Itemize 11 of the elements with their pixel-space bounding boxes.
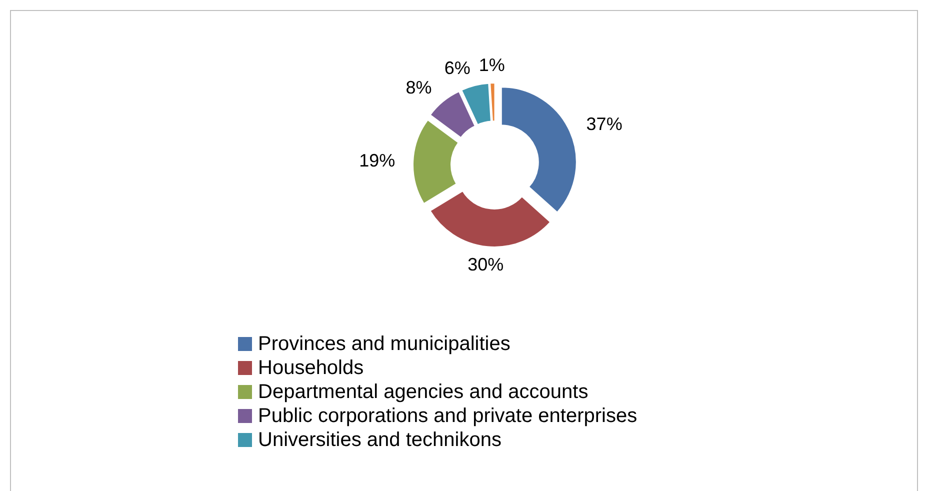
data-label: 19% [359, 150, 396, 170]
data-label: 30% [468, 254, 504, 275]
legend-label: Universities and technikons [258, 429, 502, 451]
legend-label: Provinces and municipalities [258, 333, 510, 355]
legend-label: Public corporations and private enterprises [258, 405, 638, 427]
data-label: 37% [586, 114, 622, 134]
legend-label: Households [258, 357, 364, 379]
legend-label: Departmental agencies and accounts [258, 381, 588, 403]
data-label: 8% [406, 78, 432, 98]
data-label: 6% [444, 58, 470, 78]
data-label: 1% [478, 55, 505, 76]
